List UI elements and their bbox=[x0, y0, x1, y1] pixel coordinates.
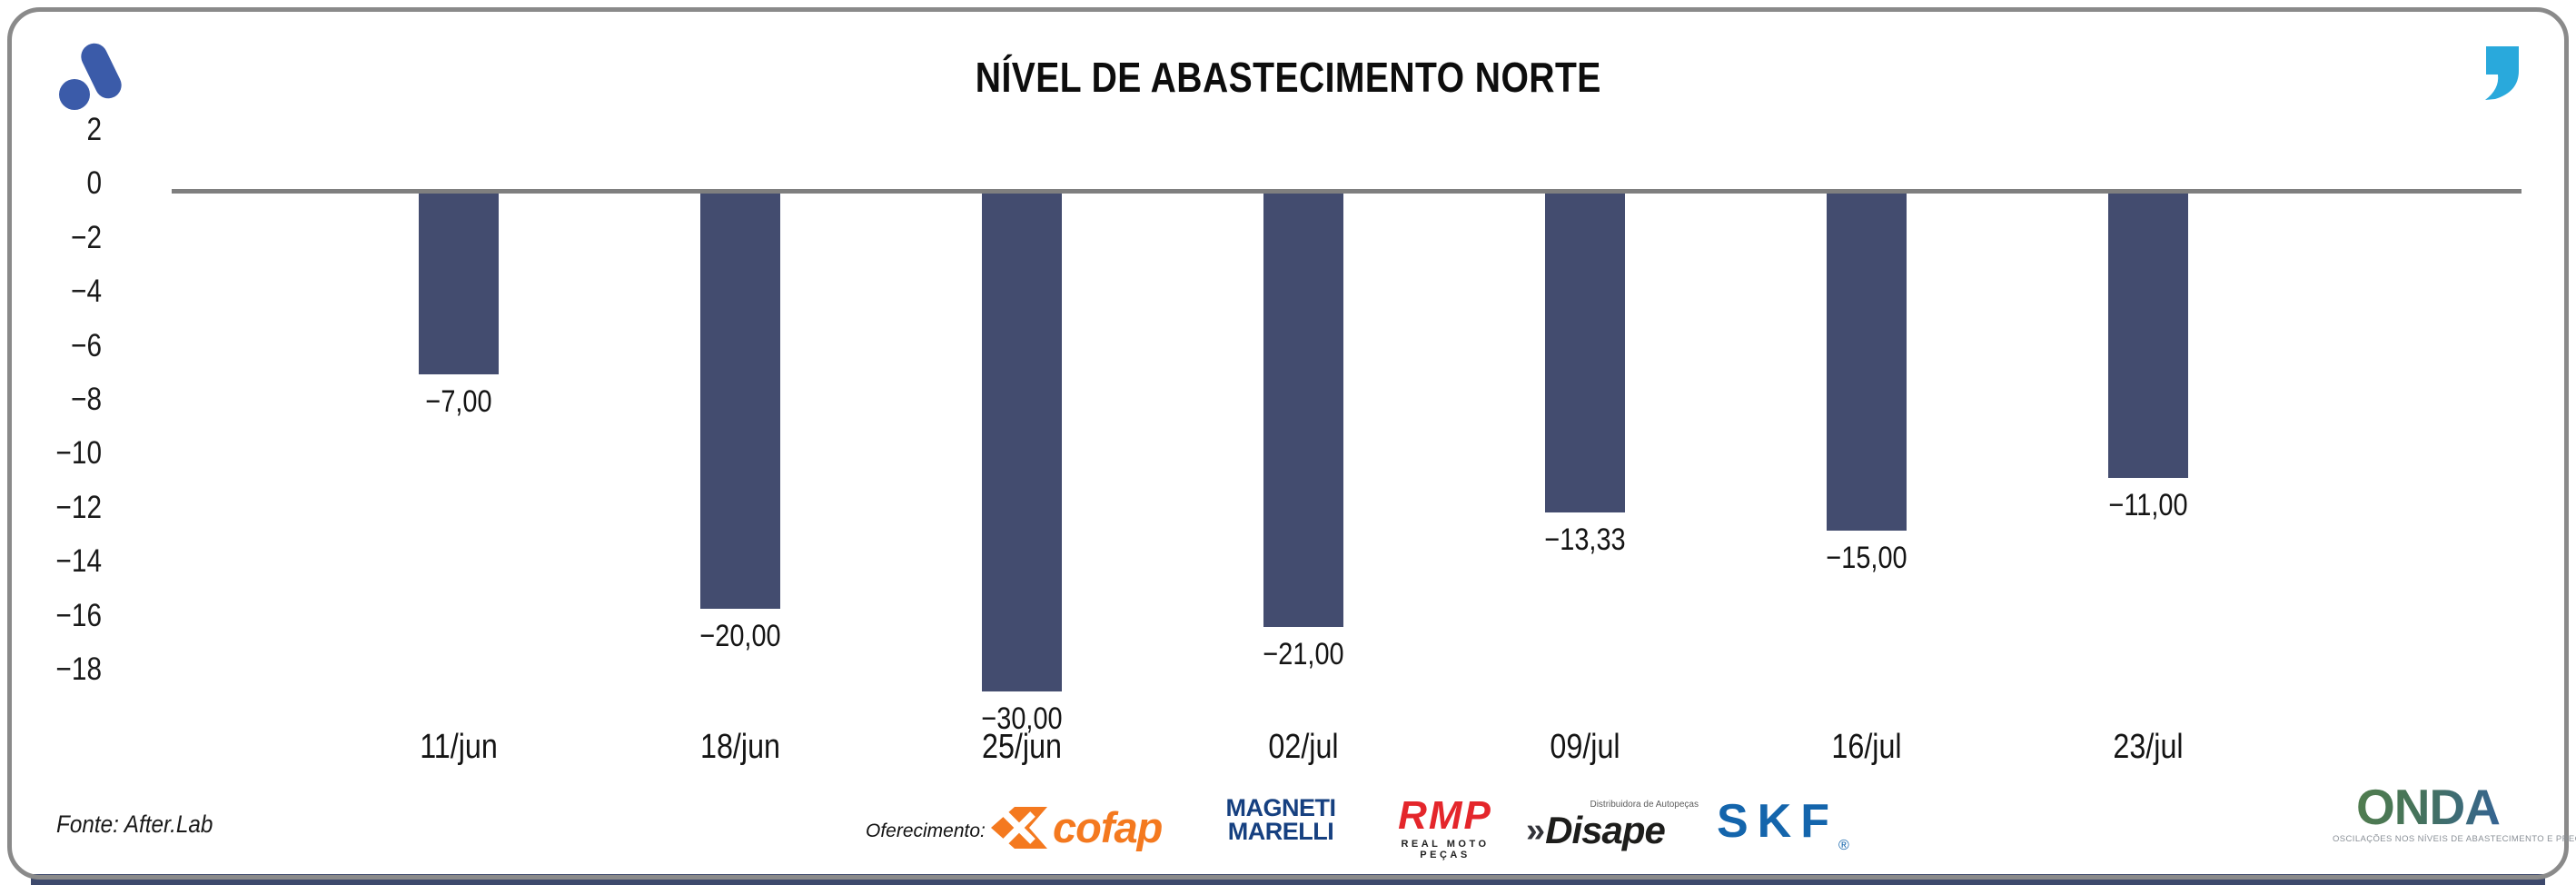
sponsor-label: Oferecimento: bbox=[866, 820, 986, 841]
sponsor-logo-skf: SKF® bbox=[1717, 798, 1849, 854]
y-tick-label: −18 bbox=[55, 651, 102, 687]
x-category-label: 09/jul bbox=[1550, 728, 1620, 766]
x-category-label: 02/jul bbox=[1268, 728, 1339, 766]
y-tick-label: −12 bbox=[55, 489, 102, 525]
sponsor-logo-magneti-marelli: MAGNETI MARELLI bbox=[1215, 794, 1346, 845]
disape-row: » Disape bbox=[1526, 810, 1699, 850]
sponsor-logo-rmp: RMP REAL MOTO PEÇAS bbox=[1377, 793, 1513, 861]
bar-value-label: −15,00 bbox=[1826, 541, 1907, 575]
bar-18/jun bbox=[700, 194, 780, 609]
after-lab-logo-icon bbox=[59, 43, 122, 110]
bar-value-label: −21,00 bbox=[1263, 637, 1344, 671]
bar-11/jun bbox=[419, 194, 499, 374]
source-note: Fonte: After.Lab bbox=[56, 810, 213, 838]
y-tick-label: −14 bbox=[55, 543, 102, 580]
disape-chevrons-icon: » bbox=[1526, 811, 1546, 850]
magneti-line1: MAGNETI bbox=[1225, 794, 1337, 821]
y-tick-label: 0 bbox=[86, 165, 102, 202]
bar-value-label: −13,33 bbox=[1544, 522, 1626, 557]
y-tick-label: −10 bbox=[55, 435, 102, 472]
bar-25/jun bbox=[982, 194, 1062, 691]
bar-value-label: −11,00 bbox=[2108, 488, 2188, 522]
x-category-label: 11/jun bbox=[420, 728, 498, 766]
skf-registered-mark: ® bbox=[1838, 838, 1849, 853]
disape-wordmark: Disape bbox=[1545, 809, 1666, 851]
card-frame bbox=[7, 7, 2569, 880]
page-title: NÍVEL DE ABASTECIMENTO NORTE bbox=[975, 54, 1601, 101]
y-tick-label: −8 bbox=[71, 382, 102, 417]
cofap-arrow-icon bbox=[991, 807, 1047, 849]
bar-value-label: −30,00 bbox=[981, 701, 1063, 736]
bar-value-label: −20,00 bbox=[699, 619, 781, 653]
onda-wordmark: ONDA bbox=[2333, 781, 2523, 832]
quote-icon bbox=[2485, 46, 2519, 100]
x-category-label: 16/jul bbox=[1831, 728, 1902, 766]
rmp-subtitle: REAL MOTO PEÇAS bbox=[1401, 839, 1490, 860]
rmp-wordmark: RMP bbox=[1398, 793, 1492, 838]
bar-23/jul bbox=[2108, 194, 2188, 478]
y-tick-label: −16 bbox=[55, 597, 102, 633]
sponsor-logo-disape: Distribuidora de Autopeças » Disape bbox=[1526, 800, 1699, 850]
y-tick-label: −4 bbox=[71, 273, 102, 310]
x-category-label: 18/jun bbox=[699, 728, 781, 766]
skf-wordmark: SKF bbox=[1717, 795, 1838, 848]
sponsor-logo-cofap: cofap bbox=[991, 803, 1163, 851]
disape-subtitle: Distribuidora de Autopeças bbox=[1590, 800, 1699, 810]
x-category-label: 25/jun bbox=[981, 728, 1063, 766]
y-tick-label: −6 bbox=[71, 327, 102, 363]
magneti-line2: MARELLI bbox=[1227, 818, 1334, 845]
bar-16/jul bbox=[1827, 194, 1907, 531]
onda-logo: ONDA OSCILAÇÕES NOS NÍVEIS DE ABASTECIME… bbox=[2333, 781, 2576, 844]
x-category-label: 23/jul bbox=[2113, 728, 2184, 766]
y-tick-label: 2 bbox=[86, 112, 102, 147]
bar-09/jul bbox=[1545, 194, 1625, 512]
cofap-wordmark: cofap bbox=[1053, 803, 1163, 851]
bar-02/jul bbox=[1263, 194, 1343, 627]
zero-line bbox=[172, 189, 2522, 194]
bar-value-label: −7,00 bbox=[425, 384, 492, 419]
y-tick-label: −2 bbox=[71, 219, 102, 255]
onda-tagline: OSCILAÇÕES NOS NÍVEIS DE ABASTECIMENTO E… bbox=[2333, 834, 2576, 844]
